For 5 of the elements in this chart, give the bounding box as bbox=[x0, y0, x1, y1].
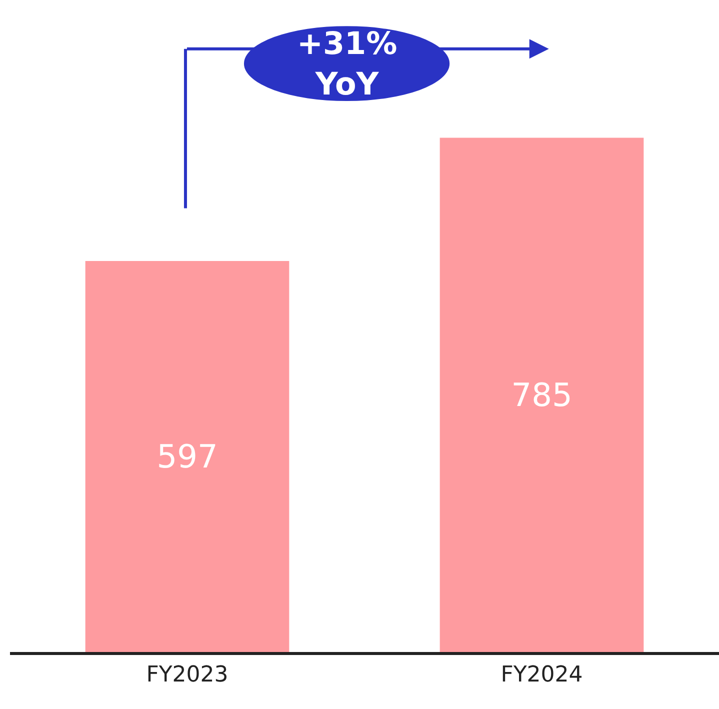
x-tick-label: FY2023 bbox=[146, 662, 228, 688]
data-label: 597 bbox=[156, 437, 218, 476]
data-label: 785 bbox=[511, 376, 572, 414]
x-tick-label: FY2024 bbox=[500, 662, 583, 688]
text: +31% YoY bbox=[297, 26, 398, 102]
